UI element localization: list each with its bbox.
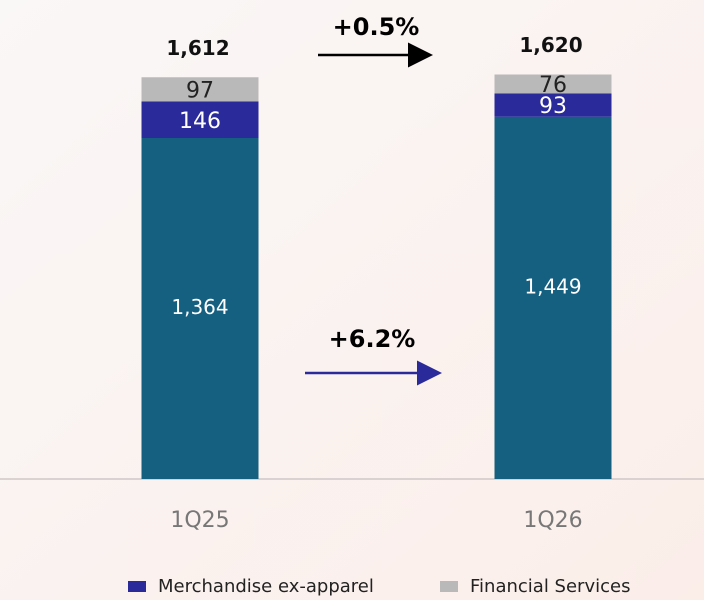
legend-swatch <box>440 581 458 592</box>
bar-segment <box>141 77 259 102</box>
total-label: 1,612 <box>166 36 229 60</box>
value-label: 93 <box>539 94 567 119</box>
value-label: 146 <box>179 109 221 134</box>
bar-segment <box>494 93 612 117</box>
bar-segment <box>494 74 612 94</box>
bar-segment <box>141 101 259 138</box>
x-tick-label: 1Q25 <box>170 508 229 533</box>
value-label: 1,449 <box>524 274 581 298</box>
value-label: 1,364 <box>171 295 228 319</box>
bar-segment <box>494 116 612 479</box>
annotation: +6.2% <box>329 325 416 353</box>
legend-swatch <box>128 581 146 592</box>
value-label: 97 <box>186 78 214 103</box>
x-tick-label: 1Q26 <box>523 508 582 533</box>
legend-label: Financial Services <box>470 576 630 597</box>
legend-label: Merchandise ex-apparel <box>158 576 374 597</box>
total-label: 1,620 <box>519 33 582 57</box>
value-label: 76 <box>539 73 567 98</box>
annotation: +0.5% <box>333 13 420 41</box>
bar-segment <box>141 138 259 479</box>
